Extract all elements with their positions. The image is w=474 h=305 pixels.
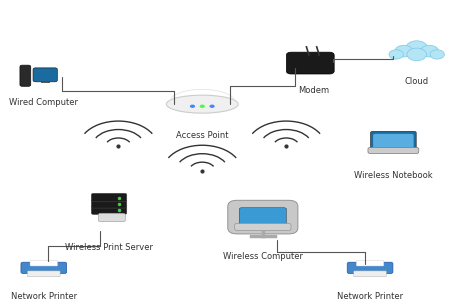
- FancyBboxPatch shape: [235, 224, 291, 230]
- Circle shape: [406, 41, 428, 55]
- FancyBboxPatch shape: [91, 206, 127, 214]
- Text: Wireless Notebook: Wireless Notebook: [354, 170, 433, 180]
- Circle shape: [210, 105, 215, 108]
- Text: Access Point: Access Point: [176, 131, 228, 140]
- FancyBboxPatch shape: [239, 208, 286, 227]
- Text: Cloud: Cloud: [405, 77, 429, 86]
- Text: Modem: Modem: [299, 86, 330, 95]
- Text: Wireless Computer: Wireless Computer: [223, 252, 303, 261]
- FancyBboxPatch shape: [286, 52, 334, 74]
- FancyBboxPatch shape: [20, 65, 31, 86]
- Circle shape: [395, 45, 413, 57]
- FancyBboxPatch shape: [33, 68, 57, 82]
- Circle shape: [430, 50, 444, 59]
- FancyBboxPatch shape: [371, 131, 416, 151]
- FancyBboxPatch shape: [354, 271, 386, 277]
- Circle shape: [190, 105, 195, 108]
- Text: Wireless Print Server: Wireless Print Server: [65, 243, 153, 252]
- FancyBboxPatch shape: [356, 260, 384, 266]
- FancyBboxPatch shape: [91, 193, 127, 202]
- Text: Wired Computer: Wired Computer: [9, 98, 78, 107]
- FancyBboxPatch shape: [228, 200, 298, 234]
- FancyBboxPatch shape: [27, 271, 60, 277]
- FancyBboxPatch shape: [368, 148, 419, 153]
- Circle shape: [407, 48, 427, 61]
- FancyBboxPatch shape: [347, 262, 393, 274]
- FancyBboxPatch shape: [21, 262, 67, 274]
- Text: Network Printer: Network Printer: [11, 292, 77, 300]
- FancyBboxPatch shape: [373, 134, 414, 149]
- Ellipse shape: [166, 95, 238, 113]
- Text: Network Printer: Network Printer: [337, 292, 403, 300]
- FancyBboxPatch shape: [91, 200, 127, 208]
- FancyBboxPatch shape: [30, 260, 57, 266]
- FancyBboxPatch shape: [98, 213, 125, 222]
- Circle shape: [389, 50, 403, 59]
- Circle shape: [200, 105, 205, 108]
- Circle shape: [420, 45, 438, 57]
